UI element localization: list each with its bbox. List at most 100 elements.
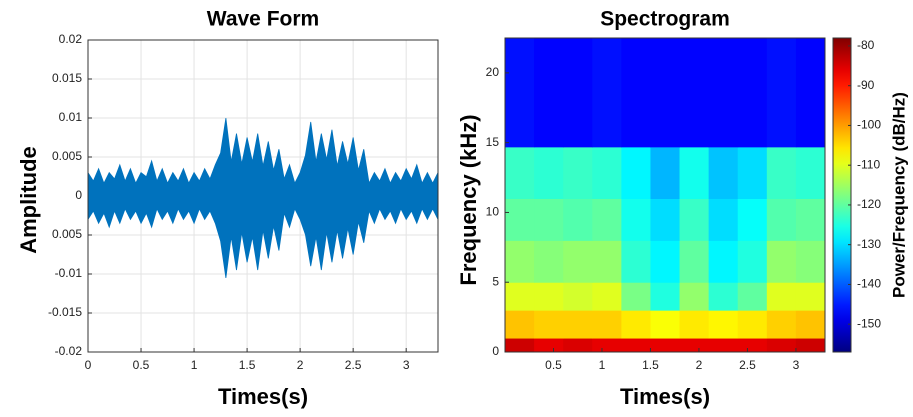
heatmap-cell [650,338,681,353]
heatmap-cell [679,310,710,339]
heatmap-cell [505,310,535,339]
x-tick-label: 3 [793,358,800,372]
heatmap-cell [592,198,622,241]
heatmap-cell [795,338,826,353]
heatmap-cell [505,38,535,148]
heatmap-cell [766,282,797,311]
x-tick-label: 2.5 [739,358,756,372]
x-tick-label: 2 [297,358,304,372]
colorbar-tick-label: -80 [857,38,875,52]
x-tick-label: 2.5 [345,358,362,372]
heatmap-cell [650,146,681,199]
heatmap-cell [708,310,739,339]
y-tick-label: 20 [486,65,500,79]
colorbar-tick-label: -100 [857,118,881,132]
heatmap-cell [592,310,622,339]
y-tick-label: 0.01 [59,110,83,124]
heatmap-cell [737,198,768,241]
heatmap-cell [621,282,651,311]
x-tick-label: 1.5 [642,358,659,372]
heatmap-cell [766,146,797,199]
y-tick-label: -0.015 [48,305,82,319]
waveform-area [87,117,439,197]
plot-frame [504,37,826,353]
heatmap-cell [708,240,739,283]
heatmap-cell [650,240,681,283]
heatmap-cell [737,38,768,148]
heatmap-cell [708,198,739,241]
x-tick-label: 2 [696,358,703,372]
heatmap-cell [795,240,826,283]
heatmap-cell [650,310,681,339]
heatmap-cell [505,338,535,353]
heatmap-cell [534,146,564,199]
heatmap-cell [679,338,710,353]
heatmap-cell [708,282,739,311]
heatmap-cell [708,338,739,353]
y-tick-label: -0.01 [55,266,83,280]
y-tick-label: 15 [486,135,500,149]
y-tick-label: 0.005 [52,227,82,241]
heatmap-cell [708,146,739,199]
heatmap-cell [563,310,593,339]
heatmap-cell [679,282,710,311]
heatmap-cell [563,38,593,148]
heatmap-cell [795,282,826,311]
heatmap-cell [563,282,593,311]
y-tick-label: 5 [492,274,499,288]
heatmap-cell [563,146,593,199]
heatmap-cell [766,310,797,339]
heatmap-cell [592,240,622,283]
heatmap-cell [737,282,768,311]
heatmap-cell [795,198,826,241]
heatmap-cell [795,38,826,148]
y-tick-label: -0.02 [55,344,83,358]
y-axis-label: Amplitude [16,146,41,254]
heatmap-cell [592,282,622,311]
heatmap-cell [563,198,593,241]
y-tick-label: 0 [75,188,82,202]
colorbar-tick-label: -90 [857,78,875,92]
y-tick-label: 0 [492,344,499,358]
heatmap-cell [737,240,768,283]
heatmap-cell [621,38,651,148]
heatmap-cell [679,38,710,148]
heatmap-cell [563,240,593,283]
y-tick-label: 0.005 [52,149,82,163]
x-tick-label: 1 [599,358,606,372]
heatmap-cell [534,198,564,241]
heatmap-cell [766,38,797,148]
heatmap-cell [766,338,797,353]
colorbar-tick-label: -130 [857,237,881,251]
heatmap-cell [505,240,535,283]
heatmap-cell [621,310,651,339]
colorbar-tick-label: -150 [857,316,881,330]
heatmap-cell [534,338,564,353]
y-tick-label: 10 [486,205,500,219]
colorbar-tick-label: -110 [857,157,880,171]
heatmap-cell [505,146,535,199]
heatmap-cell [505,282,535,311]
heatmap-cell [679,198,710,241]
heatmap-cell [621,240,651,283]
heatmap-cell [737,310,768,339]
y-tick-label: 0.02 [59,32,83,46]
heatmap-cell [534,282,564,311]
waveform-area [87,195,439,278]
chart-title: Spectrogram [600,8,730,31]
x-tick-label: 1.5 [239,358,256,372]
heatmap-cell [534,240,564,283]
heatmap-cell [650,282,681,311]
heatmap-cell [795,146,826,199]
colorbar-tick-label: -120 [857,197,881,211]
x-tick-label: 3 [403,358,410,372]
heatmap-cell [621,338,651,353]
colorbar-label: Power/Frequency (dB/Hz) [889,92,908,298]
heatmap-cell [737,338,768,353]
heatmap-cell [766,240,797,283]
heatmap-cell [592,338,622,353]
x-axis-label: Times(s) [620,384,710,409]
heatmap-cell [592,146,622,199]
x-tick-label: 0.5 [133,358,150,372]
